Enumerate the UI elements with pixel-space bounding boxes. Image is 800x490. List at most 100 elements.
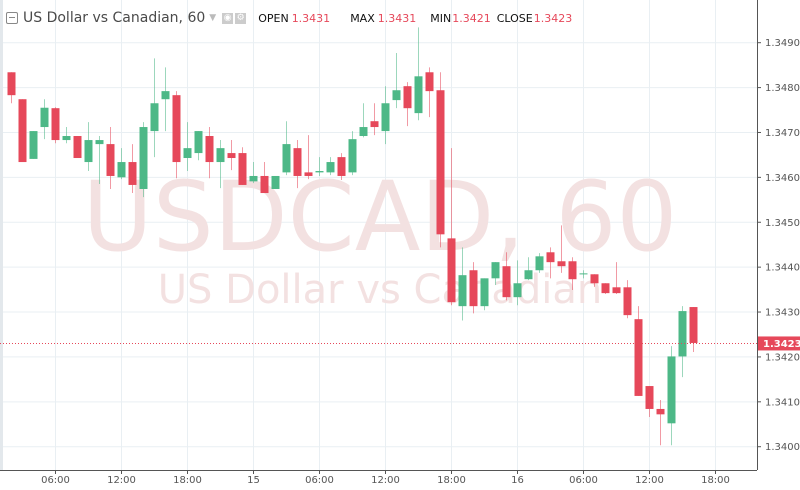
candle-body: [7, 72, 16, 96]
candle: [513, 260, 522, 306]
candle: [502, 252, 511, 301]
candle-body: [634, 319, 643, 396]
candle: [326, 157, 335, 176]
max-label: MAX: [350, 11, 375, 25]
candle: [128, 144, 137, 194]
candle: [282, 121, 291, 176]
candle-body: [337, 157, 346, 176]
candle-body: [601, 283, 610, 294]
candle-body: [95, 140, 104, 145]
y-tick-label: 1.3430: [765, 308, 800, 319]
candle: [656, 399, 665, 446]
symbol-title[interactable]: US Dollar vs Canadian, 60: [23, 10, 206, 26]
candle: [194, 131, 203, 161]
x-tick-label: 15: [247, 475, 260, 486]
candle: [73, 136, 82, 159]
candle-body: [106, 144, 115, 176]
candle-body: [579, 273, 588, 275]
grid: [0, 0, 757, 470]
candle: [381, 86, 390, 145]
watermark-name: US Dollar vs Canadian: [158, 267, 602, 313]
open-label: OPEN: [258, 11, 289, 25]
candle: [557, 225, 566, 273]
candle: [117, 148, 126, 180]
candle-body: [62, 136, 71, 141]
candle-body: [403, 86, 412, 109]
dropdown-caret-icon[interactable]: ▼: [209, 13, 217, 23]
candle: [150, 58, 159, 158]
candle: [51, 107, 60, 144]
collapse-icon[interactable]: [6, 12, 18, 24]
candle-body: [425, 72, 434, 92]
candle-body: [205, 136, 214, 163]
left-border: [0, 0, 3, 470]
candle: [579, 270, 588, 279]
candle: [271, 175, 280, 189]
candle-body: [282, 144, 291, 173]
candle: [634, 306, 643, 396]
candle: [238, 147, 247, 185]
candle-body: [40, 107, 49, 128]
candle-body: [260, 175, 269, 194]
candle-body: [139, 127, 148, 189]
y-tick-label: 1.3410: [765, 397, 800, 408]
candle: [227, 140, 236, 171]
y-tick-label: 1.3470: [765, 128, 800, 139]
candle-body: [150, 103, 159, 132]
x-tick-label: 12:00: [635, 475, 664, 486]
candle-body: [172, 95, 181, 163]
watermark: USDCAD, 60 US Dollar vs Canadian: [83, 161, 678, 313]
candle: [315, 157, 324, 176]
candle: [62, 127, 71, 144]
min-value: 1.3421: [452, 11, 491, 25]
candle-body: [568, 261, 577, 280]
last-price-badge: [758, 336, 800, 351]
candle-body: [326, 162, 335, 173]
x-tick-label: 18:00: [437, 475, 466, 486]
candle-body: [535, 256, 544, 271]
candle-body: [29, 131, 38, 159]
x-tick-label: 12:00: [371, 475, 400, 486]
candle: [623, 280, 632, 319]
x-tick-label: 06:00: [305, 475, 334, 486]
candle-body: [557, 261, 566, 267]
candle: [403, 82, 412, 127]
candle: [546, 247, 555, 279]
y-tick-label: 1.3420: [765, 352, 800, 363]
close-label: CLOSE: [496, 11, 533, 25]
candle: [359, 103, 368, 138]
x-tick-label: 16: [511, 475, 524, 486]
candle-body: [315, 171, 324, 173]
candle: [645, 386, 654, 418]
candle-body: [238, 153, 247, 185]
candle: [139, 122, 148, 198]
candle: [348, 131, 357, 176]
candle: [469, 262, 478, 314]
candle-body: [656, 408, 665, 415]
candle: [370, 103, 379, 136]
settings-icon[interactable]: ⚙: [235, 12, 247, 24]
x-tick-label: 06:00: [41, 475, 70, 486]
candle: [612, 262, 621, 295]
candle-body: [612, 287, 621, 294]
candle-body: [469, 270, 478, 307]
candle: [601, 283, 610, 295]
candle: [436, 72, 445, 248]
candle: [337, 153, 346, 181]
candle: [678, 306, 687, 378]
candle-body: [645, 386, 654, 409]
x-tick-label: 06:00: [569, 475, 598, 486]
candle-body: [128, 162, 137, 185]
candle: [590, 274, 599, 287]
legend-header: US Dollar vs Canadian, 60 ▼ ◉ ⚙ OPEN 1.3…: [6, 10, 572, 26]
candle-body: [249, 175, 258, 182]
y-tick-label: 1.3440: [765, 263, 800, 274]
candle-body: [293, 148, 302, 176]
candle: [216, 140, 225, 189]
visibility-icon[interactable]: ◉: [222, 12, 234, 24]
candle-body: [381, 103, 390, 132]
candle: [95, 136, 104, 185]
candle: [689, 307, 698, 352]
